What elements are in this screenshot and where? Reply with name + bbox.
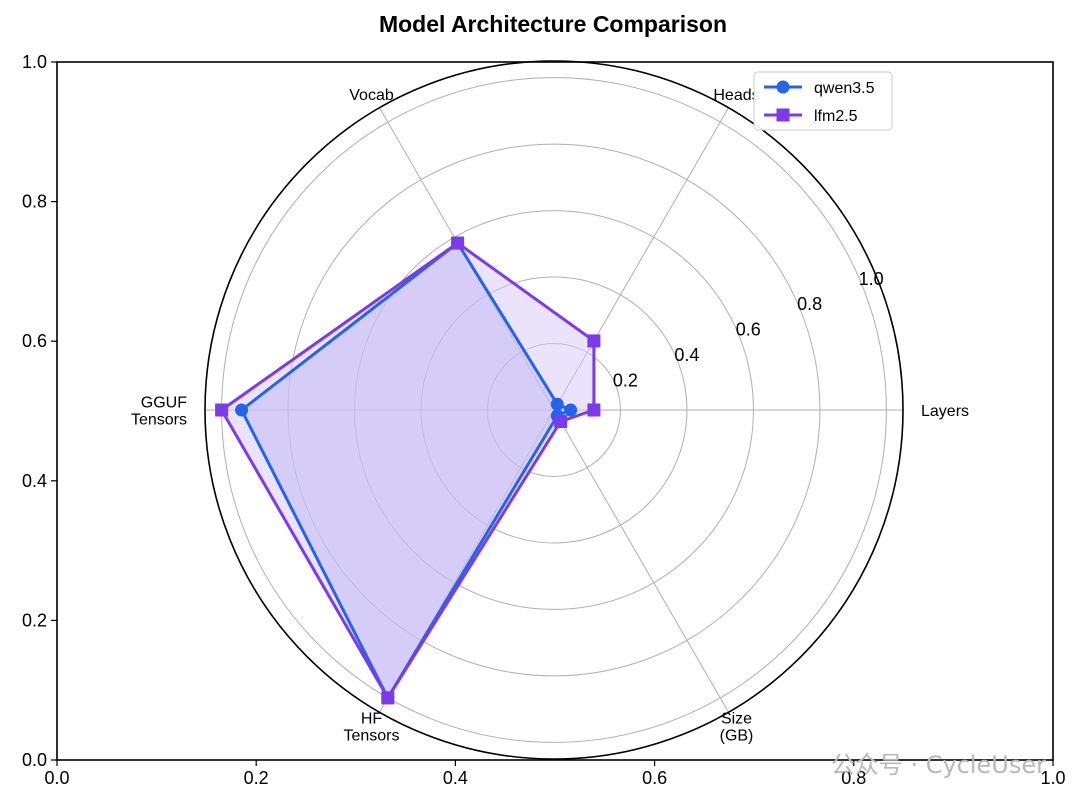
data-point-lfm2.5 [451, 236, 465, 250]
category-label-line: Layers [921, 403, 969, 420]
series-fill-lfm2.5 [221, 243, 594, 698]
category-label-line: Vocab [349, 87, 394, 104]
category-label-line: HF [361, 711, 383, 728]
x-tick-label: 0.2 [244, 768, 269, 788]
legend-marker-lfm2.5 [776, 108, 790, 122]
data-point-lfm2.5 [587, 403, 601, 417]
y-tick-label: 0.2 [22, 610, 47, 630]
y-tick-label: 0.0 [22, 750, 47, 770]
category-label: GGUF Tensors [131, 395, 187, 429]
polar-frame [204, 60, 904, 760]
category-label: Vocab [349, 87, 394, 104]
category-label-line: Tensors [131, 412, 187, 429]
legend-label-qwen3.5: qwen3.5 [814, 80, 875, 97]
data-point-lfm2.5 [215, 403, 229, 417]
radial-tick-label: 0.4 [674, 345, 699, 365]
radial-tick-label: 0.8 [797, 294, 822, 314]
radial-tick-label: 0.2 [613, 371, 638, 391]
data-point-lfm2.5 [381, 691, 395, 705]
radial-tick-label: 1.0 [859, 269, 884, 289]
category-label: Layers [921, 403, 969, 420]
legend: qwen3.5 lfm2.5 [753, 71, 893, 131]
category-label-line: Tensors [343, 728, 399, 745]
category-label: HF Tensors [343, 711, 399, 745]
x-tick-label: 0.4 [443, 768, 468, 788]
outer-axes: 0.0 0.2 0.4 0.6 0.8 1.0 0.0 0.2 0.4 0.6 0.8 1.0 [22, 52, 1066, 788]
watermark: 公众号 · CycleUser [831, 751, 1046, 779]
data-point-qwen3.5 [235, 403, 249, 417]
x-tick-label: 0.6 [642, 768, 667, 788]
category-label: Heads [713, 87, 759, 104]
category-label-line: Size [721, 711, 752, 728]
y-tick-label: 1.0 [22, 52, 47, 72]
legend-marker-qwen3.5 [776, 80, 790, 94]
category-label-line: (GB) [720, 728, 754, 745]
data-point-qwen3.5 [564, 403, 578, 417]
data-point-lfm2.5 [587, 334, 601, 348]
data-point-qwen3.5 [550, 397, 564, 411]
data-point-lfm2.5 [554, 415, 568, 429]
spoke-line [553, 409, 729, 713]
axes-frame [56, 61, 1054, 761]
legend-label-lfm2.5: lfm2.5 [814, 108, 858, 125]
radial-tick-label: 0.6 [736, 320, 761, 340]
chart-title: Model Architecture Comparison [379, 11, 727, 37]
x-tick-label: 1.0 [1040, 768, 1065, 788]
series-layer [215, 236, 601, 705]
y-tick-label: 0.8 [22, 192, 47, 212]
x-tick-label: 0.0 [44, 768, 69, 788]
x-tick-label: 0.8 [841, 768, 866, 788]
category-label: Size (GB) [720, 711, 754, 745]
category-label-line: Heads [713, 87, 759, 104]
y-tick-label: 0.6 [22, 331, 47, 351]
category-label-line: GGUF [141, 395, 187, 412]
y-tick-label: 0.4 [22, 471, 47, 491]
